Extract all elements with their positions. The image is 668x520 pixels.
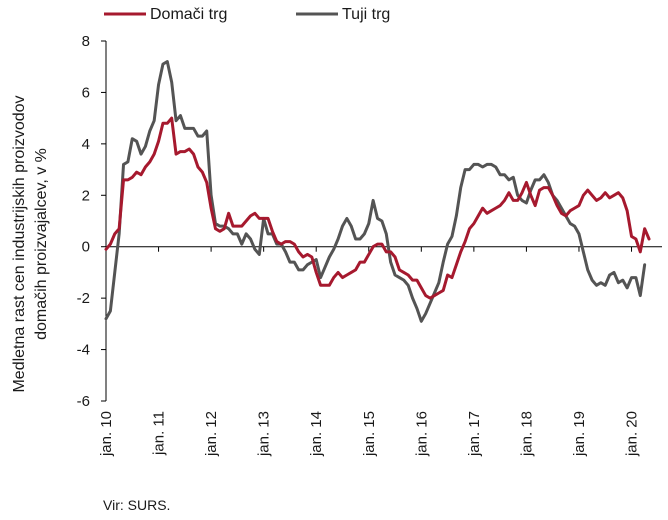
y-tick-label: -2 [77,290,90,307]
y-axis-title: Medletna rast cen industrijskih proizvod… [11,95,50,392]
legend-label-domaci-trg: Domači trg [150,6,227,23]
y-tick-label: 8 [82,33,90,50]
x-tick-label: jan. 15 [361,411,378,457]
x-tick-label: jan. 13 [256,411,273,457]
x-tick-label: jan. 11 [151,411,168,456]
x-tick-label: jan. 16 [413,411,430,457]
x-tick-label: jan. 19 [571,411,588,457]
y-axis-title-line-1: Medletna rast cen industrijskih proizvod… [11,95,28,392]
x-tick-label: jan. 20 [624,411,641,457]
y-tick-label: -6 [77,393,90,410]
series-lines [104,60,651,323]
x-tick-label: jan. 17 [466,411,483,457]
y-tick-label: 0 [82,239,90,256]
series-line-tuji-trg [104,60,647,323]
axes [105,41,662,401]
source-note: Vir: SURS. [103,497,170,513]
legend-label-tuji-trg: Tuji trg [342,6,390,23]
x-tick-label: jan. 12 [203,411,220,457]
x-tick-label: jan. 10 [98,411,115,457]
series-line-domaci-trg [104,116,651,300]
y-axis-title-line-2: domačih proizvajalcev, v % [33,148,50,340]
y-tick-label: 2 [82,187,90,204]
x-ticks: jan. 10 jan. 11 jan. 12 jan. 13 jan. 14 jan. … [98,246,641,457]
y-tick-label: 4 [82,136,90,153]
x-tick-label: jan. 18 [518,411,535,457]
y-tick-label: 6 [82,84,90,101]
y-tick-label: -4 [77,342,90,359]
y-ticks: -6 -4 -2 0 2 4 6 8 [77,33,106,410]
legend: Domači trg Tuji trg [104,6,390,23]
x-tick-label: jan. 14 [308,411,325,457]
